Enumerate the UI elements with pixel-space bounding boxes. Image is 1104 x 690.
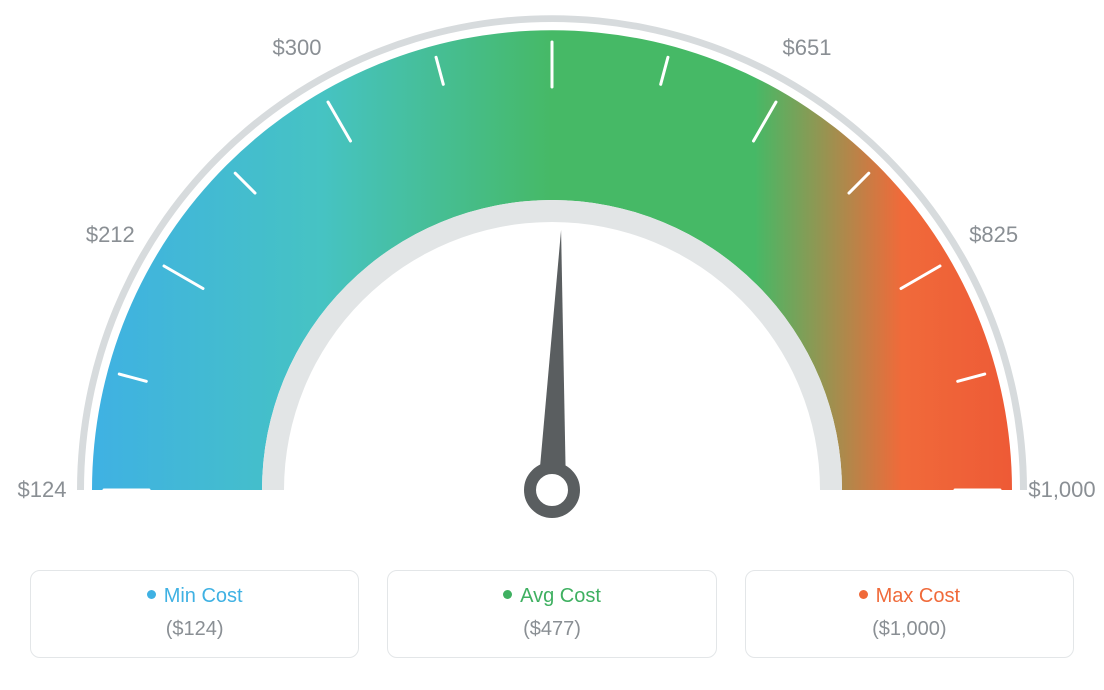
legend-card-avg: Avg Cost ($477) (387, 570, 716, 658)
gauge-tick-label: $825 (969, 222, 1018, 248)
legend-title-text: Min Cost (164, 585, 243, 607)
legend-row: Min Cost ($124) Avg Cost ($477) Max Cost… (0, 570, 1104, 658)
legend-title-text: Avg Cost (520, 585, 601, 607)
gauge-tick-label: $1,000 (1028, 477, 1095, 503)
legend-value-avg: ($477) (398, 618, 705, 641)
dot-icon (147, 590, 156, 599)
gauge-tick-label: $300 (273, 35, 322, 61)
legend-title-text: Max Cost (876, 585, 960, 607)
legend-title-min: Min Cost (41, 585, 348, 608)
gauge-tick-label: $651 (783, 35, 832, 61)
legend-value-min: ($124) (41, 618, 348, 641)
legend-title-max: Max Cost (756, 585, 1063, 608)
gauge-tick-label: $124 (18, 477, 67, 503)
gauge-chart: $124$212$300$477$651$825$1,000 (0, 0, 1104, 560)
dot-icon (859, 590, 868, 599)
gauge-tick-label: $212 (86, 222, 135, 248)
legend-card-max: Max Cost ($1,000) (745, 570, 1074, 658)
dot-icon (503, 590, 512, 599)
legend-card-min: Min Cost ($124) (30, 570, 359, 658)
legend-value-max: ($1,000) (756, 618, 1063, 641)
gauge-svg (0, 0, 1104, 560)
legend-title-avg: Avg Cost (398, 585, 705, 608)
